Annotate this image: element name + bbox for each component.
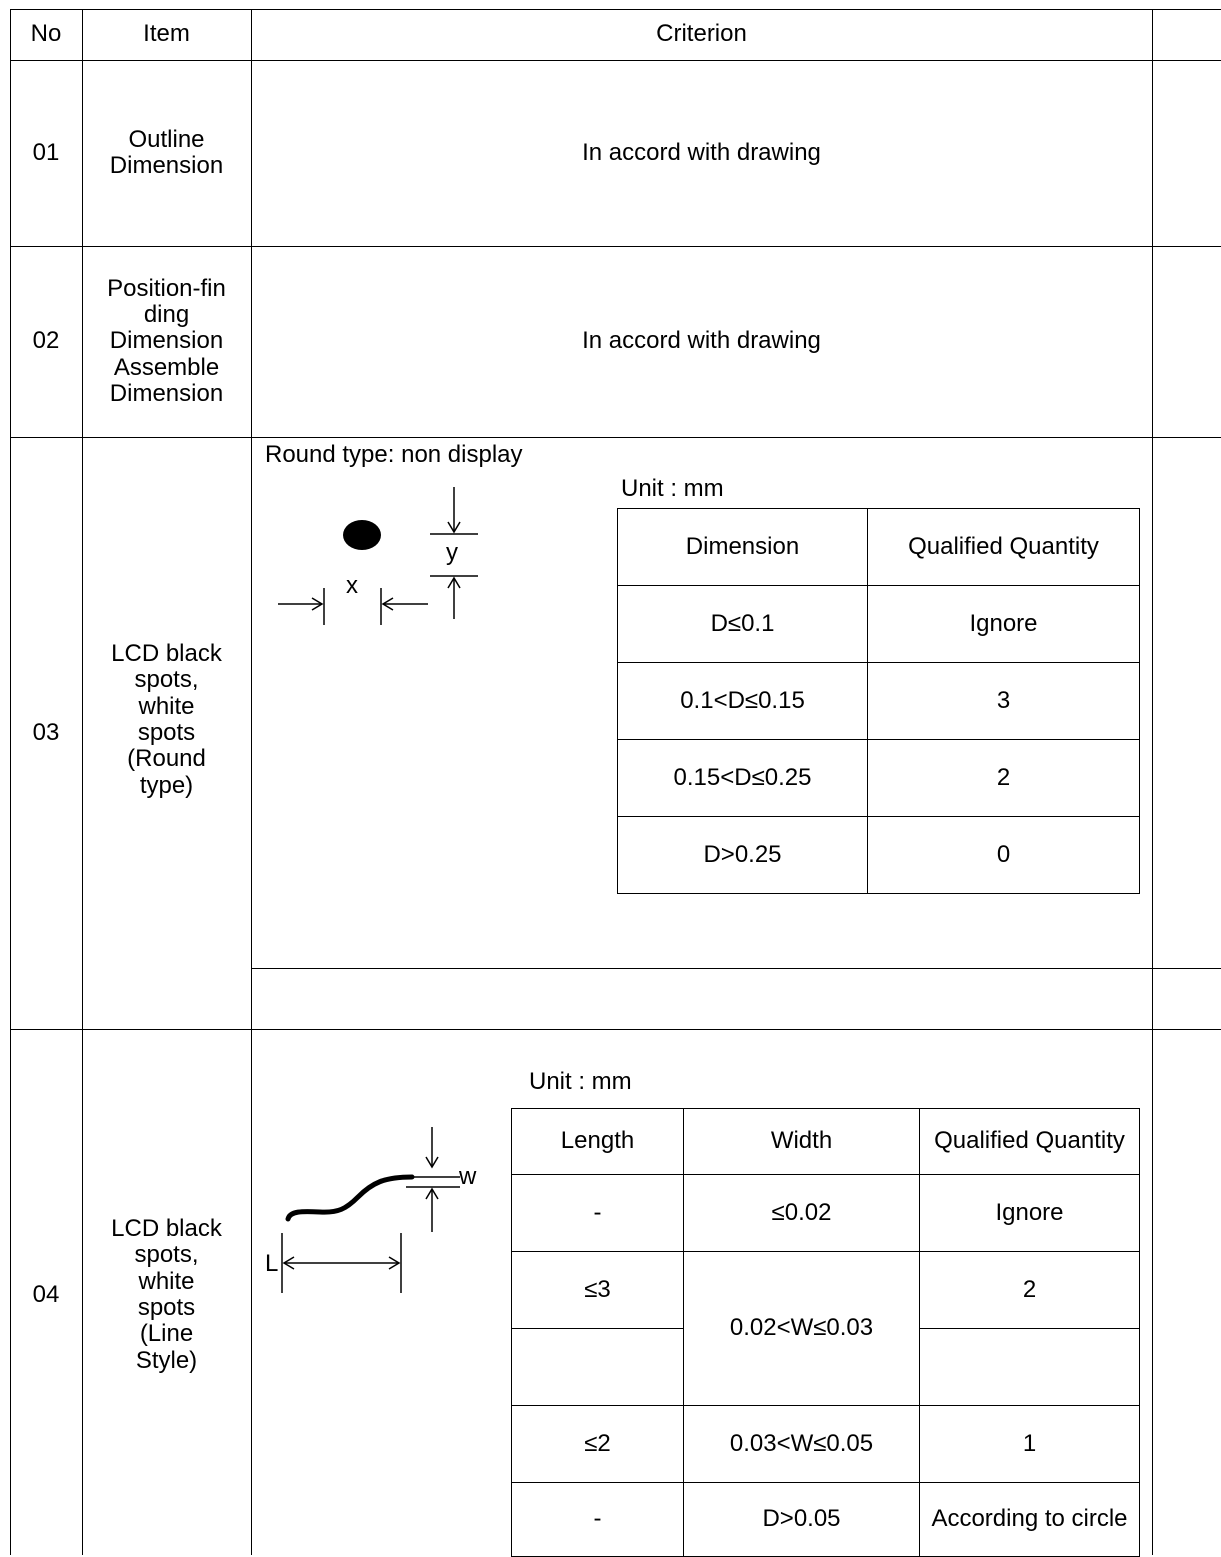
row-04-item-line: (Line (139, 1320, 194, 1348)
table-cell: 2 (867, 739, 1140, 817)
table-cell: D>0.25 (617, 816, 868, 894)
diagram-label-y: y (446, 539, 458, 566)
line-spot-diagram (281, 1127, 460, 1293)
row-04-no: 04 (32, 1280, 60, 1308)
line-spot-shape (285, 1174, 415, 1222)
row-04-item-line: spots (137, 1294, 196, 1321)
table-cell: According to circle (919, 1482, 1140, 1557)
table-cell: ≤0.02 (683, 1174, 920, 1252)
row-01-no: 01 (32, 138, 60, 166)
table-cell: 0.15<D≤0.25 (617, 739, 868, 817)
row-02-item: Position-fin ding Dimension Assemble Dim… (82, 246, 251, 437)
row-02-item-line: Dimension (109, 380, 224, 408)
row-02-item-line: Assemble (113, 353, 220, 381)
row-04-item-line: Style) (135, 1346, 198, 1374)
row-02-item-line: Position-fin (107, 274, 226, 302)
table-cell: 1 (919, 1405, 1140, 1483)
row-03-item-line: spots (137, 719, 196, 746)
row-02-item-line: ding (143, 300, 190, 328)
diagram-label-w: w (459, 1163, 477, 1190)
table-cell-empty (511, 1328, 684, 1406)
table-cell: - (511, 1174, 684, 1252)
row-03-item: LCD black spots, white spots (Round type… (82, 620, 251, 820)
table-cell: Ignore (919, 1174, 1140, 1252)
row-04-item-line: white (138, 1267, 195, 1295)
table-cell: D≤0.1 (617, 585, 868, 663)
row-02-criterion: In accord with drawing (582, 327, 821, 355)
table-header: Width (683, 1108, 920, 1175)
table-cell: Ignore (867, 585, 1140, 663)
table-cell: 2 (919, 1251, 1140, 1329)
table-cell: ≤3 (511, 1251, 684, 1329)
row-03-item-line: LCD black (111, 639, 222, 667)
row-03-item-line: type) (139, 771, 194, 799)
diagram-label-x: x (346, 572, 358, 599)
row-02-item-line: Dimension (109, 327, 224, 355)
row-04-item-line: spots, (134, 1241, 199, 1269)
table-cell: 0.03<W≤0.05 (683, 1405, 920, 1483)
row-01-criterion: In accord with drawing (582, 138, 821, 166)
header-no: No (30, 20, 62, 48)
header-item: Item (143, 20, 190, 48)
line-spot-table: Length Width Qualified Quantity - ≤0.02 … (511, 1108, 1140, 1557)
table-cell-empty (919, 1328, 1140, 1406)
row-03-no: 03 (32, 718, 60, 746)
table-header: Qualified Quantity (867, 508, 1140, 586)
row-04-item: LCD black spots, white spots (Line Style… (82, 1195, 251, 1395)
table-cell: D>0.05 (683, 1482, 920, 1557)
row-04-unit: Unit : mm (529, 1068, 632, 1095)
table-header: Length (511, 1108, 684, 1175)
table-cell-merged: 0.02<W≤0.03 (683, 1251, 920, 1406)
table-header: Dimension (617, 508, 868, 586)
row-02-no: 02 (32, 327, 60, 355)
row-04-item-line: LCD black (111, 1214, 222, 1242)
table-cell: 3 (867, 662, 1140, 740)
diagram-label-l: L (265, 1250, 279, 1277)
table-cell: 0.1<D≤0.15 (617, 662, 868, 740)
row-03-unit: Unit : mm (621, 475, 724, 502)
row-01-item: Outline Dimension (109, 125, 224, 179)
row-03-item-line: white (138, 692, 195, 720)
table-header: Qualified Quantity (919, 1108, 1140, 1175)
round-spot-shape (343, 520, 381, 550)
table-cell: 0 (867, 816, 1140, 894)
table-cell: ≤2 (511, 1405, 684, 1483)
row-03-caption: Round type: non display (265, 441, 523, 468)
row-03-item-line: spots, (134, 666, 199, 694)
row-03-item-line: (Round (127, 745, 206, 773)
round-spot-diagram (278, 487, 478, 625)
table-cell: - (511, 1482, 684, 1557)
header-criterion: Criterion (656, 20, 747, 48)
round-spot-table: Dimension Qualified Quantity D≤0.1 Ignor… (617, 508, 1140, 894)
